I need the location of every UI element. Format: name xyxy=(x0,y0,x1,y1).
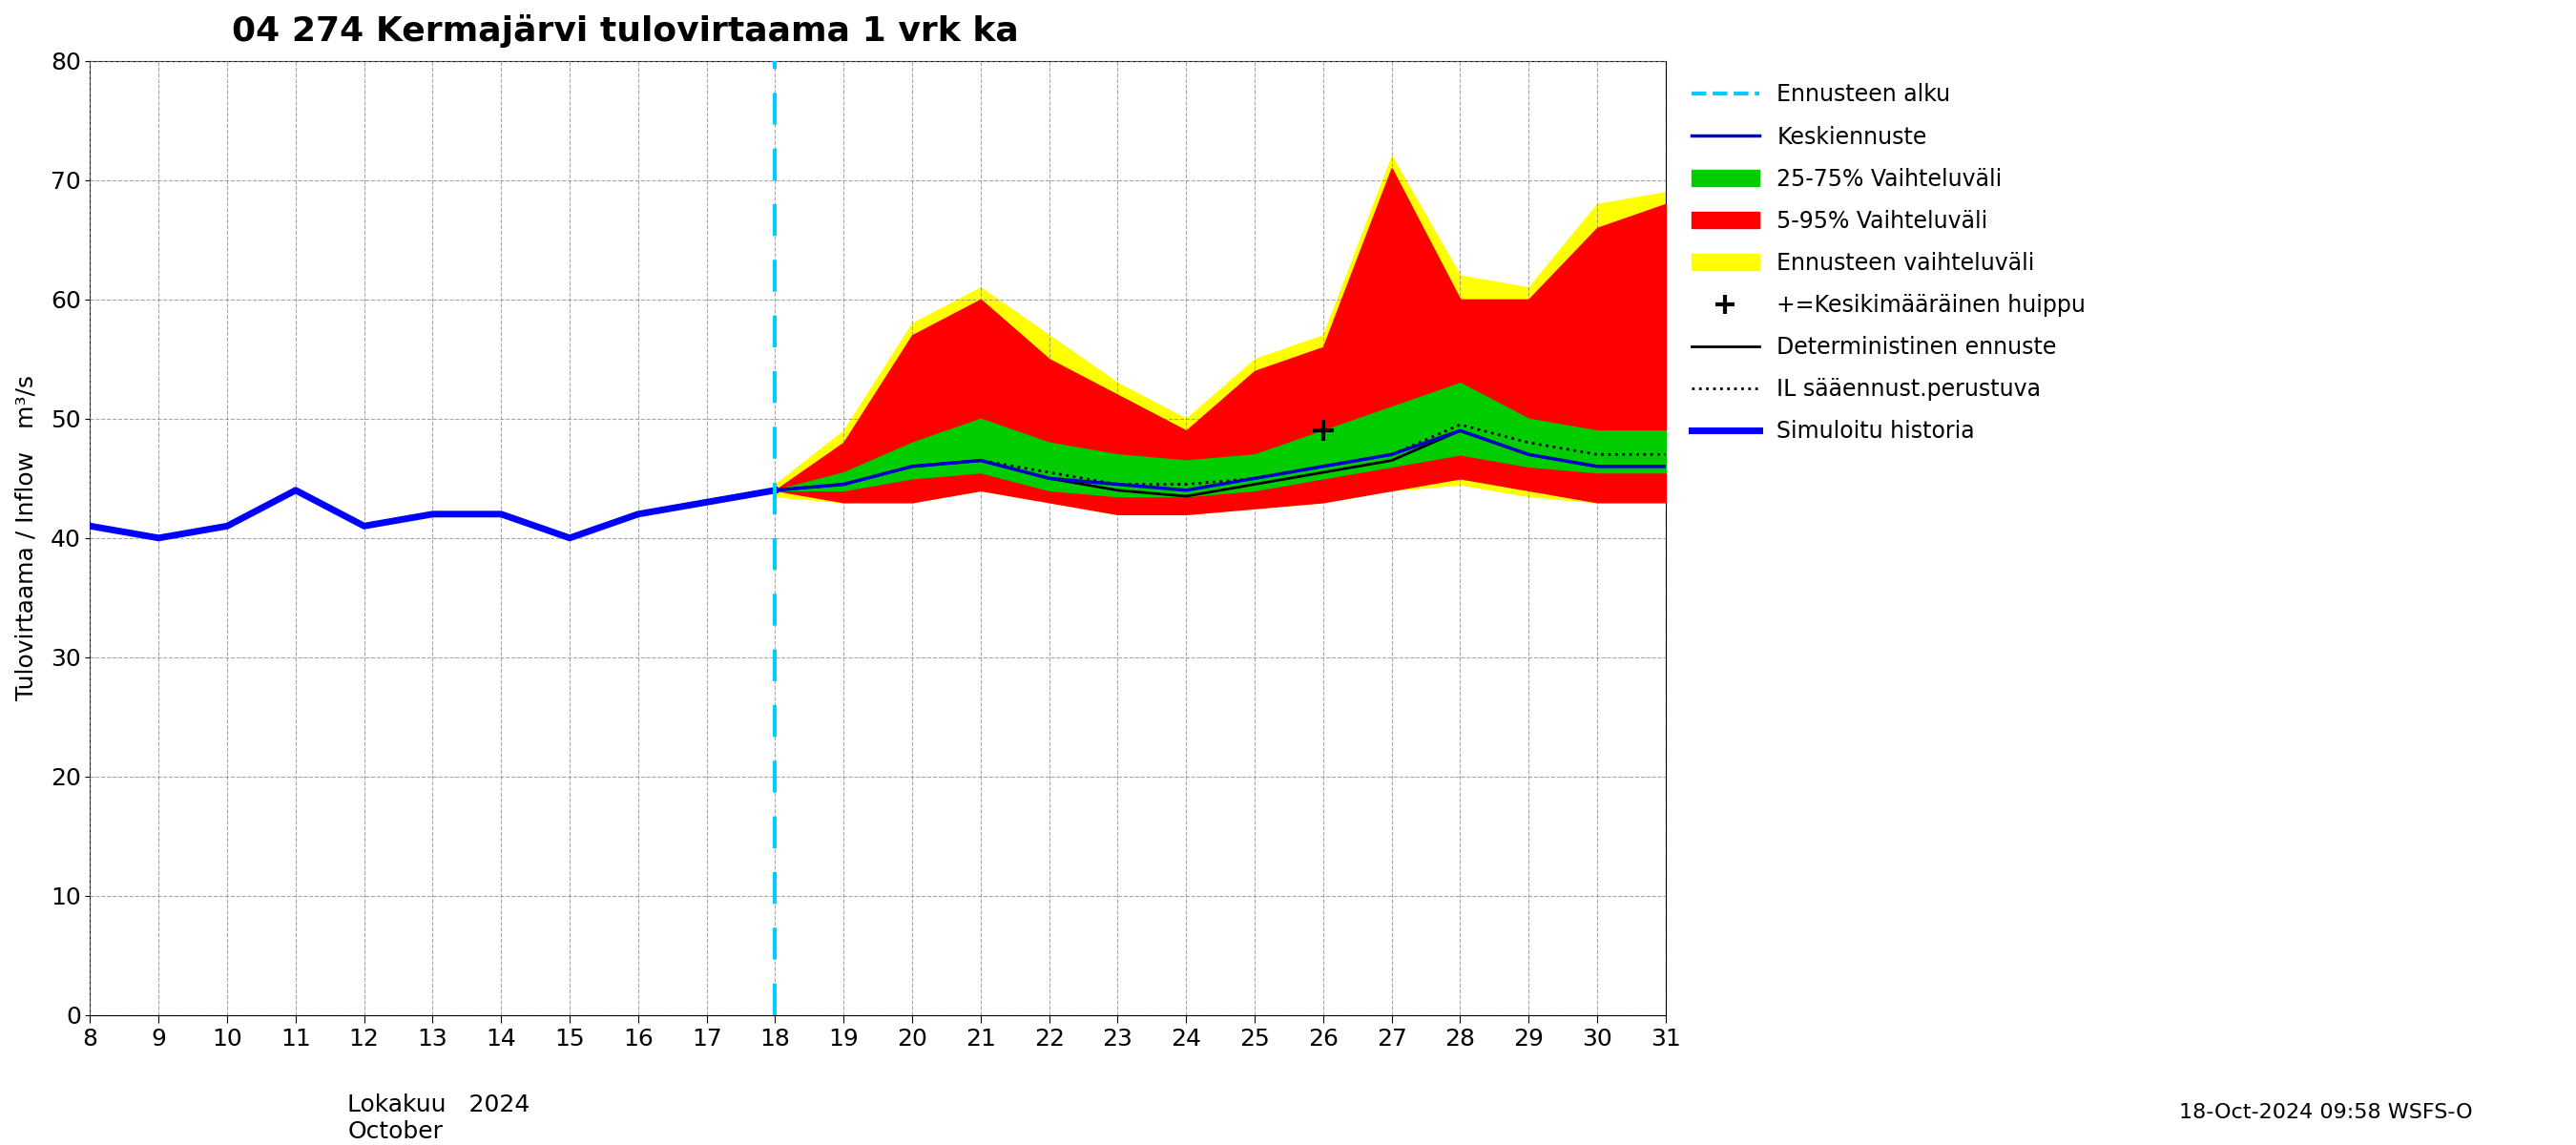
Text: 04 274 Kermajärvi tulovirtaama 1 vrk ka: 04 274 Kermajärvi tulovirtaama 1 vrk ka xyxy=(232,14,1020,48)
Text: Lokakuu   2024
October: Lokakuu 2024 October xyxy=(348,1093,531,1143)
Text: 18-Oct-2024 09:58 WSFS-O: 18-Oct-2024 09:58 WSFS-O xyxy=(2179,1103,2473,1122)
Y-axis label: Tulovirtaama / Inflow   m³/s: Tulovirtaama / Inflow m³/s xyxy=(15,376,36,701)
Legend: Ennusteen alku, Keskiennuste, 25-75% Vaihteluväli, 5-95% Vaihteluväli, Ennusteen: Ennusteen alku, Keskiennuste, 25-75% Vai… xyxy=(1680,72,2097,455)
